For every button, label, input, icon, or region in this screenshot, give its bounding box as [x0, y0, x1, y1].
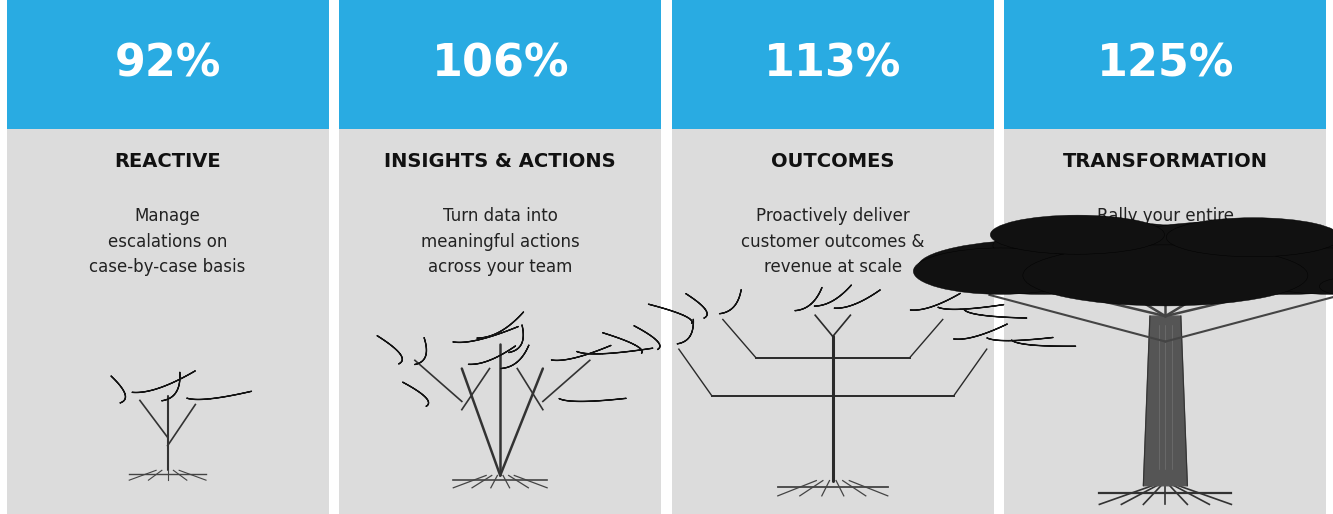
Text: Turn data into
meaningful actions
across your team: Turn data into meaningful actions across… [421, 207, 580, 277]
Polygon shape [377, 336, 403, 364]
Polygon shape [415, 338, 427, 364]
FancyBboxPatch shape [7, 0, 328, 128]
Ellipse shape [990, 215, 1165, 254]
Polygon shape [453, 326, 519, 342]
Polygon shape [501, 345, 529, 369]
Text: 125%: 125% [1097, 43, 1234, 86]
Polygon shape [477, 312, 524, 338]
Ellipse shape [917, 240, 1172, 295]
Polygon shape [161, 372, 180, 401]
Polygon shape [814, 285, 852, 306]
FancyBboxPatch shape [339, 0, 661, 514]
Polygon shape [551, 345, 611, 360]
Polygon shape [910, 293, 961, 310]
Polygon shape [508, 325, 524, 353]
Polygon shape [577, 348, 653, 354]
Ellipse shape [992, 225, 1333, 292]
FancyBboxPatch shape [1005, 0, 1326, 128]
Polygon shape [834, 290, 880, 308]
Ellipse shape [1022, 245, 1308, 306]
Polygon shape [1012, 340, 1076, 346]
Text: 106%: 106% [432, 43, 569, 86]
Polygon shape [720, 289, 741, 314]
FancyBboxPatch shape [672, 0, 994, 128]
FancyBboxPatch shape [7, 0, 328, 514]
Text: 92%: 92% [115, 43, 221, 86]
Text: Manage
escalations on
case-by-case basis: Manage escalations on case-by-case basis [89, 207, 245, 277]
Polygon shape [468, 346, 516, 364]
Polygon shape [1144, 316, 1188, 486]
Text: REACTIVE: REACTIVE [115, 153, 221, 171]
Polygon shape [986, 338, 1053, 341]
Ellipse shape [993, 222, 1214, 270]
Polygon shape [938, 305, 1004, 309]
Polygon shape [559, 398, 627, 401]
FancyBboxPatch shape [339, 0, 661, 128]
Ellipse shape [913, 248, 1088, 295]
Polygon shape [187, 391, 252, 399]
Ellipse shape [1160, 240, 1333, 295]
Ellipse shape [1166, 218, 1333, 257]
Ellipse shape [1320, 277, 1333, 296]
FancyBboxPatch shape [672, 0, 994, 514]
Polygon shape [964, 309, 1026, 318]
Polygon shape [794, 287, 822, 310]
Text: TRANSFORMATION: TRANSFORMATION [1062, 153, 1268, 171]
Text: Rally your entire
company around your
customers: Rally your entire company around your cu… [1074, 207, 1257, 277]
Polygon shape [132, 371, 196, 393]
Polygon shape [648, 304, 692, 323]
Text: 113%: 113% [764, 43, 901, 86]
Text: INSIGHTS & ACTIONS: INSIGHTS & ACTIONS [384, 153, 616, 171]
Text: OUTCOMES: OUTCOMES [770, 153, 894, 171]
Polygon shape [633, 326, 660, 350]
Polygon shape [111, 376, 125, 403]
Polygon shape [953, 324, 1008, 339]
FancyBboxPatch shape [1005, 0, 1326, 514]
Polygon shape [603, 333, 643, 354]
Polygon shape [685, 293, 706, 318]
Ellipse shape [1244, 248, 1333, 295]
Text: Proactively deliver
customer outcomes &
revenue at scale: Proactively deliver customer outcomes & … [741, 207, 925, 277]
Ellipse shape [1116, 222, 1333, 270]
Polygon shape [677, 319, 693, 344]
Polygon shape [403, 382, 429, 407]
